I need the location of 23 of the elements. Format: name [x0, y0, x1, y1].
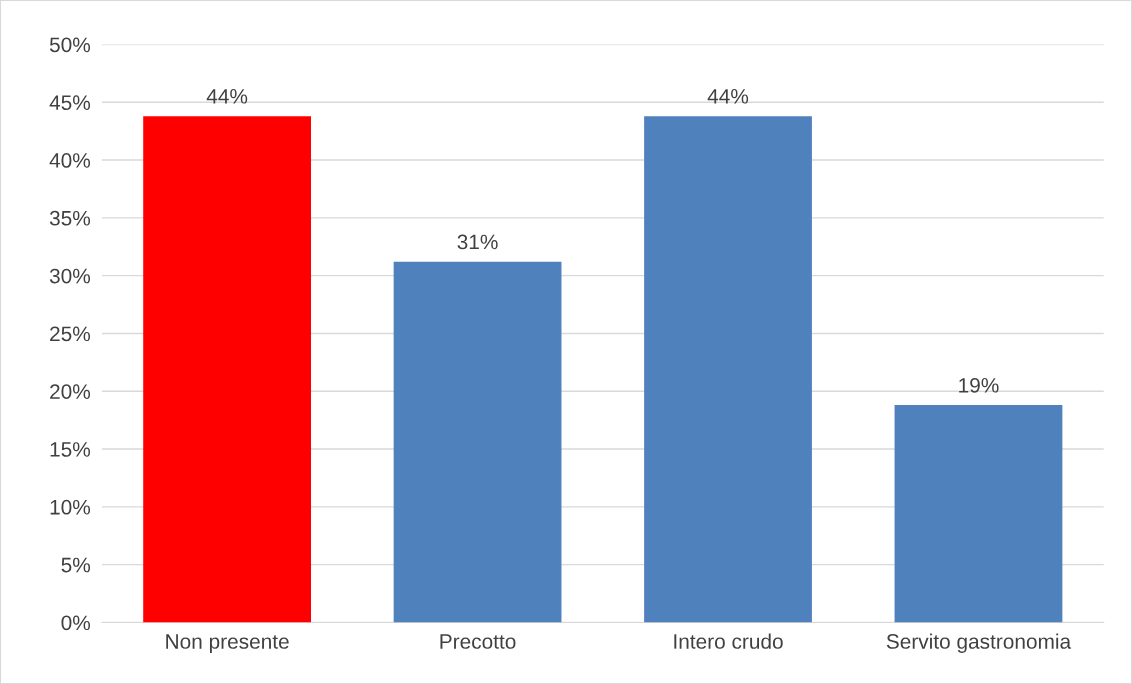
data-label: 31% [457, 234, 498, 250]
data-label: 19% [959, 377, 999, 393]
x-tick-label: Intero crudo [674, 633, 783, 649]
y-tick-label: 0% [61, 615, 91, 631]
bar [644, 116, 812, 623]
y-tick-label: 10% [50, 499, 91, 515]
y-tick-label: 5% [61, 557, 91, 573]
y-tick-label: 40% [49, 153, 91, 168]
x-tick-label: Servito gastronomia [886, 633, 1072, 653]
y-tick-label: 20% [50, 384, 91, 399]
y-tick-label: 35% [49, 210, 91, 226]
y-tick-label: 25% [50, 326, 91, 342]
bar [393, 261, 562, 623]
y-tick-label: 30% [49, 268, 91, 284]
x-tick-label: Precotto [440, 634, 516, 649]
x-tick-label: Non presente [166, 634, 289, 653]
data-label: 44% [206, 89, 248, 104]
bar [894, 405, 1063, 623]
bar [143, 116, 312, 623]
y-tick-label: 45% [49, 95, 91, 111]
y-tick-label: 15% [50, 442, 91, 457]
y-tick-label: 50% [49, 37, 91, 53]
data-label: 44% [707, 89, 749, 104]
